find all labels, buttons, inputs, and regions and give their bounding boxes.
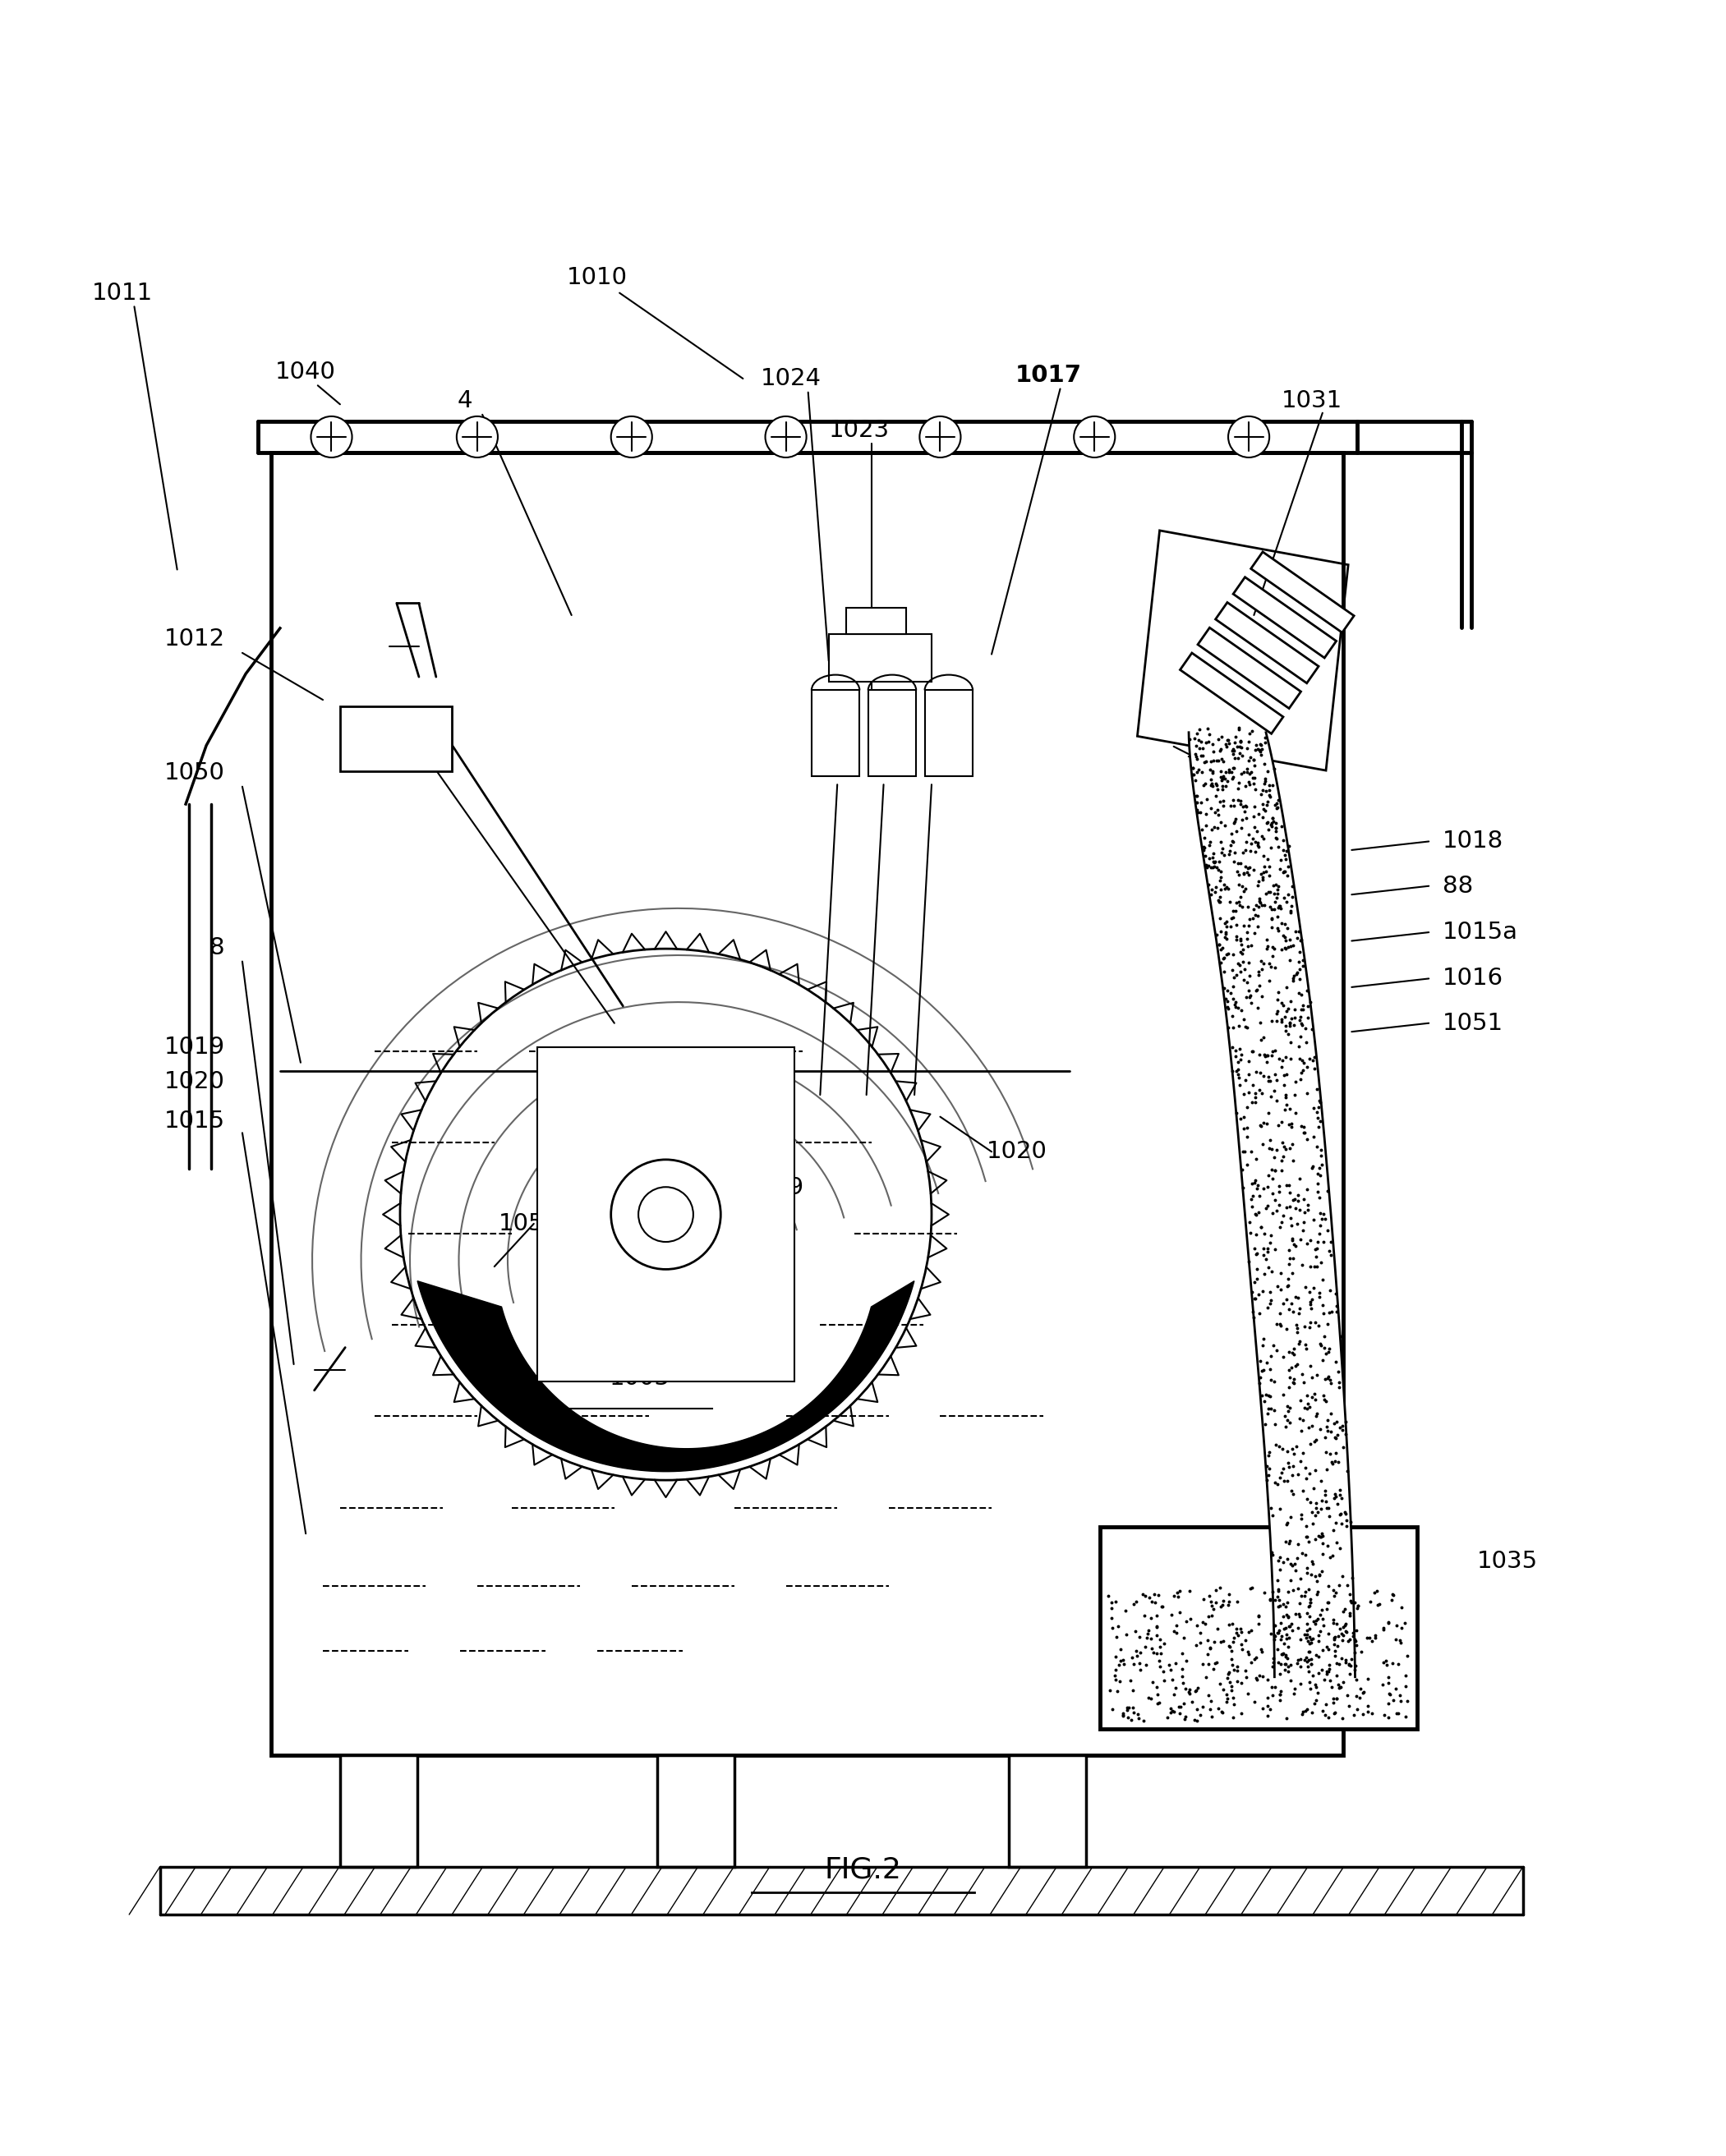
Bar (868, 690, 917, 776)
Bar (1099, 1526, 1417, 1729)
Circle shape (311, 416, 352, 457)
Bar (828, 634, 932, 681)
Text: 1012: 1012 (164, 627, 224, 651)
Text: 1019: 1019 (744, 1177, 804, 1199)
Circle shape (920, 416, 961, 457)
Circle shape (611, 1160, 721, 1270)
Text: 1040: 1040 (276, 360, 337, 384)
Polygon shape (1108, 1563, 1408, 1720)
Bar (658, 1755, 734, 1867)
Polygon shape (1232, 578, 1336, 658)
Text: 1017: 1017 (1015, 364, 1082, 386)
Bar (1008, 1755, 1086, 1867)
Text: FIG.2: FIG.2 (825, 1856, 901, 1884)
Text: 1003: 1003 (609, 1367, 670, 1388)
Polygon shape (1181, 653, 1282, 733)
Polygon shape (1251, 552, 1353, 632)
Text: 1020: 1020 (164, 1069, 224, 1093)
Polygon shape (1198, 627, 1301, 709)
Text: 1016: 1016 (1443, 968, 1503, 990)
Text: 1010: 1010 (566, 265, 628, 289)
Circle shape (639, 1188, 694, 1242)
Bar (811, 690, 860, 776)
Bar (846, 608, 906, 634)
Text: 1051: 1051 (499, 1212, 559, 1235)
Text: 1020: 1020 (987, 1141, 1048, 1164)
Bar (571, 1091, 759, 1337)
Circle shape (457, 416, 497, 457)
Circle shape (765, 416, 806, 457)
Circle shape (611, 416, 652, 457)
Polygon shape (1215, 602, 1319, 683)
Text: 1015a: 1015a (1443, 921, 1519, 944)
Circle shape (1229, 416, 1269, 457)
Text: 1051: 1051 (1443, 1011, 1503, 1035)
Text: 1023: 1023 (828, 418, 891, 442)
Text: 1050: 1050 (164, 761, 224, 785)
Bar (925, 690, 973, 776)
Polygon shape (418, 1281, 915, 1473)
Bar (271, 453, 1343, 1755)
Bar (340, 707, 452, 772)
Text: 88: 88 (1443, 875, 1472, 897)
Text: 4: 4 (457, 390, 473, 412)
Text: 8: 8 (211, 936, 224, 959)
Text: 1031: 1031 (1282, 390, 1343, 412)
Text: 1015: 1015 (164, 1110, 224, 1132)
Text: 1035: 1035 (1477, 1550, 1538, 1574)
Text: 1011: 1011 (91, 282, 154, 304)
Circle shape (1074, 416, 1115, 457)
Bar (340, 1755, 418, 1867)
Text: 1019: 1019 (164, 1035, 224, 1059)
Polygon shape (1189, 733, 1355, 1677)
Bar (537, 1048, 794, 1382)
Text: 1024: 1024 (761, 367, 822, 390)
Text: 1018: 1018 (1443, 830, 1503, 854)
